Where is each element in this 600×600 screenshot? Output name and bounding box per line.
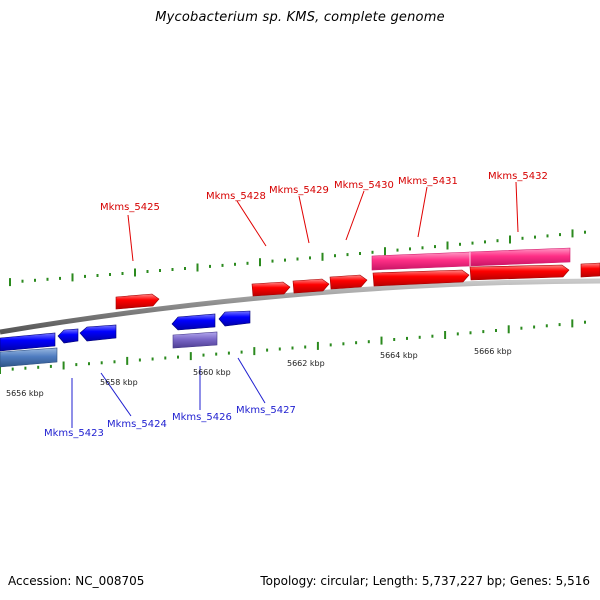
kbp-tick-label: 5666 kbp bbox=[474, 347, 512, 356]
gene-label[interactable]: Mkms_5431 bbox=[398, 176, 458, 187]
gene-label[interactable]: Mkms_5427 bbox=[236, 405, 296, 416]
kbp-tick-label: 5660 kbp bbox=[193, 368, 231, 377]
kbp-tick-label: 5656 kbp bbox=[6, 389, 44, 398]
gene-feature[interactable] bbox=[57, 328, 79, 344]
gene-label[interactable]: Mkms_5429 bbox=[269, 185, 329, 196]
lower-tick-row bbox=[0, 319, 586, 374]
gene-label[interactable]: Mkms_5432 bbox=[488, 171, 548, 182]
gene-label[interactable]: Mkms_5425 bbox=[100, 202, 160, 213]
genome-backbone bbox=[0, 278, 600, 335]
forward-strand-genes bbox=[115, 247, 600, 310]
gene-label[interactable]: Mkms_5428 bbox=[206, 191, 266, 202]
gene-feature[interactable] bbox=[0, 332, 56, 352]
gene-label[interactable]: Mkms_5430 bbox=[334, 180, 394, 191]
kbp-tick-label: 5662 kbp bbox=[287, 359, 325, 368]
upper-tick-row bbox=[9, 229, 586, 287]
gene-feature[interactable] bbox=[251, 281, 291, 297]
kbp-tick-label: 5664 kbp bbox=[380, 351, 418, 360]
gene-label[interactable]: Mkms_5423 bbox=[44, 428, 104, 439]
gene-feature[interactable] bbox=[469, 264, 570, 281]
gene-feature[interactable] bbox=[580, 262, 600, 278]
gene-feature[interactable] bbox=[372, 269, 470, 287]
kbp-tick-label: 5658 kbp bbox=[100, 378, 138, 387]
coordinate-labels: 5656 kbp 5658 kbp 5660 kbp 5662 kbp 5664… bbox=[6, 347, 512, 398]
gene-feature[interactable] bbox=[371, 247, 571, 271]
forward-gene-labels: Mkms_5425 Mkms_5428 Mkms_5429 Mkms_5430 … bbox=[100, 171, 548, 213]
page-title: Mycobacterium sp. KMS, complete genome bbox=[155, 10, 445, 25]
gene-feature[interactable] bbox=[115, 293, 160, 310]
gene-label[interactable]: Mkms_5424 bbox=[107, 419, 167, 430]
gene-feature[interactable] bbox=[171, 313, 216, 331]
gene-label[interactable]: Mkms_5426 bbox=[172, 412, 232, 423]
reverse-gene-labels: Mkms_5423 Mkms_5424 Mkms_5426 Mkms_5427 bbox=[44, 405, 296, 439]
gene-feature[interactable] bbox=[172, 331, 218, 349]
gene-feature[interactable] bbox=[218, 310, 251, 327]
forward-label-leaders bbox=[127, 181, 519, 262]
accession-label: Accession: NC_008705 bbox=[8, 574, 145, 588]
reverse-label-leaders bbox=[71, 357, 266, 428]
genome-summary: Topology: circular; Length: 5,737,227 bp… bbox=[260, 574, 590, 588]
gene-feature[interactable] bbox=[79, 324, 117, 342]
gene-feature[interactable] bbox=[329, 274, 368, 290]
reverse-strand-genes bbox=[0, 310, 251, 368]
gene-feature[interactable] bbox=[292, 278, 330, 294]
gene-feature[interactable] bbox=[0, 347, 58, 368]
